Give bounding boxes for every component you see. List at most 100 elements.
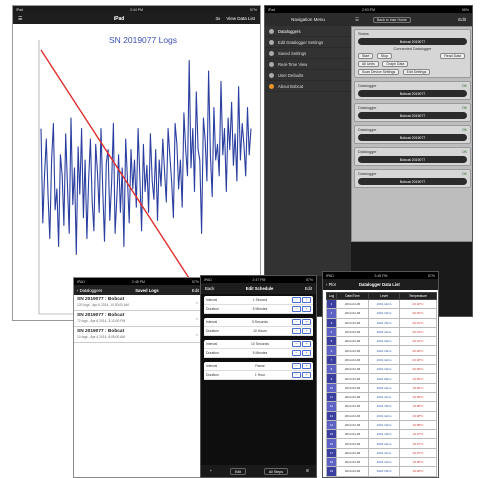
datalogger-card[interactable]: Datalogger OK Bobcat 2019077 bbox=[354, 169, 471, 188]
edit-button[interactable]: Edit bbox=[191, 287, 199, 293]
table-row[interactable]: 15 2014-04-06 1001.13cm 19.97°C bbox=[326, 429, 438, 440]
menu-icon[interactable]: ☰ bbox=[355, 16, 360, 22]
minus-button[interactable]: − bbox=[292, 306, 301, 312]
back-to-home-button[interactable]: Back to Instr Home bbox=[373, 16, 411, 23]
plus-button[interactable]: + bbox=[302, 372, 311, 378]
list-item[interactable]: SN 2019077 : Bobcat 72 logs - Apr 6 2014… bbox=[74, 311, 202, 327]
minus-button[interactable]: − bbox=[292, 350, 301, 356]
table-row[interactable]: 14 2014-04-06 1001.10cm 19.98°C bbox=[326, 419, 438, 431]
log-number-cell: 19 bbox=[326, 466, 337, 477]
temperature-cell: 20.02°C bbox=[398, 308, 438, 319]
datetime-cell: 2014-04-06 bbox=[336, 447, 369, 459]
log-number-cell: 4 bbox=[326, 326, 337, 338]
row-key: Interval bbox=[206, 364, 218, 368]
status-pill[interactable]: Bobcat 2019077 bbox=[358, 38, 467, 45]
list-item[interactable]: SN 2019077 : Bobcat 120 logs - Apr 6 201… bbox=[74, 295, 202, 311]
chevron-left-icon: ‹ bbox=[326, 282, 328, 287]
edit-settings-button[interactable]: Edit Settings bbox=[402, 69, 431, 75]
status-carrier: iPad bbox=[16, 7, 24, 12]
start-button[interactable]: Start bbox=[358, 53, 374, 59]
row-key: Interval bbox=[206, 320, 218, 324]
datetime-cell: 2014-04-06 bbox=[336, 364, 369, 375]
table-row[interactable]: 1 2014-04-06 1001.14cm 20.02°C bbox=[326, 298, 438, 310]
card-label: Datalogger bbox=[358, 150, 377, 154]
list-icon[interactable]: ☰ bbox=[305, 469, 310, 473]
datalogger-card[interactable]: Datalogger OK Bobcat 2019077 bbox=[354, 103, 471, 122]
scan-settings-button[interactable]: Scan Device Settings bbox=[358, 69, 400, 75]
temperature-cell: 19.97°C bbox=[398, 438, 438, 449]
datetime-cell: 2014-04-06 bbox=[336, 354, 369, 366]
sidebar-item-real-time-view[interactable]: Real-Time View bbox=[265, 59, 351, 70]
view-data-list-button[interactable]: View Data List bbox=[226, 16, 255, 21]
plus-button[interactable]: + bbox=[302, 350, 311, 356]
table-row[interactable]: 2 2014-04-06 1001.12cm 20.02°C bbox=[326, 308, 438, 319]
datalogger-card[interactable]: Datalogger OK Bobcat 2019077 bbox=[354, 81, 471, 100]
add-step-button[interactable]: + bbox=[209, 469, 213, 473]
table-row[interactable]: 17 2014-04-06 1001.11cm 19.97°C bbox=[326, 447, 438, 459]
schedule-step: Interval 10 Seconds − + Duration 5 Minutes − + bbox=[204, 340, 313, 358]
table-row[interactable]: 3 2014-04-06 1001.15cm 20.01°C bbox=[326, 317, 438, 328]
table-row[interactable]: 11 2014-04-06 1001.11cm 19.99°C bbox=[326, 391, 438, 403]
temperature-cell: 20.02°C bbox=[398, 298, 438, 310]
datetime-cell: 2014-04-06 bbox=[336, 345, 369, 356]
series-line-temperature bbox=[40, 49, 212, 313]
edit-steps-button[interactable]: Edit bbox=[229, 467, 247, 475]
back-button[interactable]: Back bbox=[205, 286, 215, 291]
edit-button[interactable]: Edit bbox=[304, 286, 312, 291]
plus-button[interactable]: + bbox=[302, 341, 311, 347]
datalogger-detail-panel: Status Bobcat 2019077 Connected Datalogg… bbox=[351, 26, 472, 242]
table-row[interactable]: 7 2014-04-06 1001.12cm 20.00°C bbox=[326, 354, 438, 366]
menu-icon[interactable]: ☰ bbox=[18, 15, 23, 22]
table-row[interactable]: 8 2014-04-06 1001.13cm 20.00°C bbox=[326, 364, 438, 375]
level-cell: 1001.11cm bbox=[368, 447, 400, 459]
plus-button[interactable]: + bbox=[302, 297, 311, 303]
minus-button[interactable]: − bbox=[292, 372, 301, 378]
datalogger-card[interactable]: Datalogger OK Bobcat 2019077 bbox=[354, 125, 471, 144]
stop-button[interactable]: Stop bbox=[376, 53, 392, 59]
plus-button[interactable]: + bbox=[302, 306, 311, 312]
minus-button[interactable]: − bbox=[292, 297, 301, 303]
table-row[interactable]: 18 2014-04-06 1001.12cm 19.96°C bbox=[326, 457, 438, 468]
back-button[interactable]: ‹ Dataloggers bbox=[77, 288, 102, 293]
table-row[interactable]: 6 2014-04-06 1001.16cm 20.00°C bbox=[326, 345, 438, 356]
list-item[interactable]: SN 2019077 : Bobcat 10 logs - Apr 4 2014… bbox=[74, 327, 202, 343]
plus-button[interactable]: + bbox=[302, 363, 311, 369]
minus-button[interactable]: − bbox=[292, 319, 301, 325]
edit-button[interactable]: Edit bbox=[458, 17, 466, 22]
level-cell: 1001.10cm bbox=[368, 419, 400, 431]
table-row[interactable]: 5 2014-04-06 1001.10cm 20.01°C bbox=[326, 336, 438, 347]
temperature-cell: 19.97°C bbox=[398, 447, 438, 459]
table-row[interactable]: 9 2014-04-06 1001.09cm 19.99°C bbox=[326, 373, 438, 384]
table-row[interactable]: 16 2014-04-06 1001.14cm 19.97°C bbox=[326, 438, 438, 449]
table-row[interactable]: 10 2014-04-06 1001.14cm 19.99°C bbox=[326, 382, 438, 393]
sidebar-item-dataloggers[interactable]: Dataloggers bbox=[265, 26, 351, 37]
datetime-cell: 2014-04-06 bbox=[336, 419, 369, 431]
plus-button[interactable]: + bbox=[302, 328, 311, 334]
gear-icon bbox=[269, 39, 274, 45]
series-line-level bbox=[40, 59, 252, 255]
graph-data-button[interactable]: Graph Data bbox=[382, 61, 409, 67]
sidebar-item-about[interactable]: About Bobcat bbox=[265, 81, 351, 92]
table-row[interactable]: 19 2014-04-06 1001.15cm 19.96°C bbox=[326, 466, 438, 477]
datetime-cell: 2014-04-06 bbox=[336, 429, 369, 440]
table-row[interactable]: 13 2014-04-06 1001.12cm 19.98°C bbox=[326, 410, 438, 421]
back-button[interactable]: ‹ Plot bbox=[326, 282, 336, 287]
datalogger-card[interactable]: Datalogger OK Bobcat 2019077 bbox=[354, 147, 471, 166]
minus-button[interactable]: − bbox=[292, 328, 301, 334]
all-units-button[interactable]: All Units bbox=[358, 61, 379, 67]
table-row[interactable]: 12 2014-04-06 1001.15cm 19.98°C bbox=[326, 401, 438, 412]
all-steps-button[interactable]: All Steps bbox=[263, 467, 289, 475]
table-row[interactable]: 4 2014-04-06 1001.11cm 20.01°C bbox=[326, 326, 438, 338]
log-number-cell: 16 bbox=[326, 438, 337, 449]
sidebar-item-saved-settings[interactable]: Saved Settings bbox=[265, 48, 351, 59]
sidebar-item-edit-settings[interactable]: Edit Datalogger Settings bbox=[265, 37, 351, 48]
status-bar: IPAD 2:47 PM 57% bbox=[201, 276, 316, 283]
read-data-button[interactable]: Read Data bbox=[440, 53, 465, 59]
sidebar-item-user-defaults[interactable]: User Defaults bbox=[265, 70, 351, 81]
log-number-cell: 3 bbox=[326, 317, 337, 328]
minus-button[interactable]: − bbox=[292, 363, 301, 369]
zoom-button[interactable]: 3x bbox=[215, 16, 221, 21]
minus-button[interactable]: − bbox=[292, 341, 301, 347]
plus-button[interactable]: + bbox=[302, 319, 311, 325]
log-number-cell: 9 bbox=[326, 373, 337, 384]
